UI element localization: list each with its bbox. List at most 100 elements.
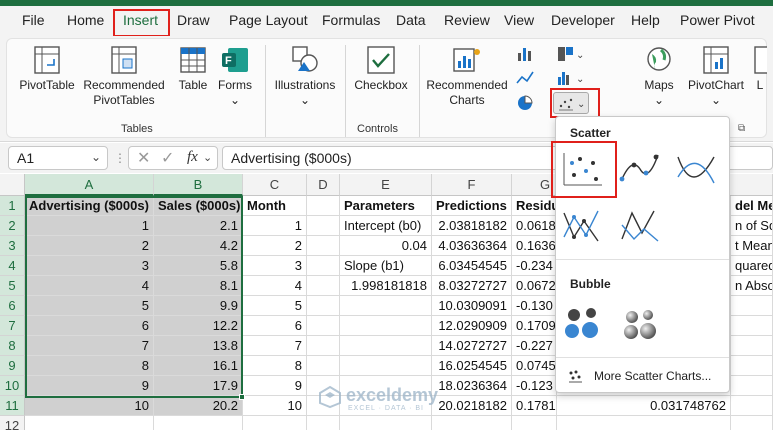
tab-page-layout[interactable]: Page Layout — [229, 12, 308, 28]
cell-g7[interactable]: 0.1709 — [512, 316, 557, 336]
tab-file[interactable]: File — [22, 12, 45, 28]
row-header-8[interactable]: 8 — [0, 336, 25, 356]
cell-c5[interactable]: 4 — [243, 276, 307, 296]
cell-d3[interactable] — [307, 236, 340, 256]
cell-d9[interactable] — [307, 356, 340, 376]
illustrations-button[interactable]: Illustrations ⌄ — [269, 45, 341, 108]
cell-e12[interactable] — [340, 416, 432, 430]
cell-c1[interactable]: Month — [243, 196, 307, 216]
recommended-pivottables-button[interactable]: Recommended PivotTables — [79, 45, 169, 108]
cell-g1[interactable]: Residu — [512, 196, 557, 216]
line-chart-icon[interactable] — [515, 69, 537, 87]
tab-developer[interactable]: Developer — [551, 12, 615, 28]
cell-b5[interactable]: 8.1 — [154, 276, 243, 296]
name-box[interactable]: A1 ⌄ — [8, 146, 108, 170]
checkbox-button[interactable]: Checkbox — [349, 45, 413, 93]
cell-g5[interactable]: 0.0672 — [512, 276, 557, 296]
fx-chevron-icon[interactable]: ⌄ — [203, 152, 213, 164]
cell-f7[interactable]: 12.0290909 — [432, 316, 512, 336]
maps-button[interactable]: Maps ⌄ — [639, 45, 679, 108]
cell-b7[interactable]: 12.2 — [154, 316, 243, 336]
cell-e6[interactable] — [340, 296, 432, 316]
cell-g2[interactable]: 0.0618 — [512, 216, 557, 236]
cell-a7[interactable]: 6 — [25, 316, 154, 336]
cancel-icon[interactable]: ✕ — [137, 150, 151, 167]
bubble-3d-option[interactable] — [618, 303, 662, 343]
cell-b10[interactable]: 17.9 — [154, 376, 243, 396]
cell-a12[interactable] — [25, 416, 154, 430]
tab-power-pivot[interactable]: Power Pivot — [680, 12, 755, 28]
cell-a9[interactable]: 8 — [25, 356, 154, 376]
cell-f12[interactable] — [432, 416, 512, 430]
cell-d6[interactable] — [307, 296, 340, 316]
forms-button[interactable]: F Forms ⌄ — [215, 45, 255, 108]
next-ribbon-button[interactable]: L — [753, 45, 767, 93]
tab-review[interactable]: Review — [444, 12, 490, 28]
scatter-straight-lines-option[interactable] — [618, 205, 662, 245]
cell-i8[interactable] — [731, 336, 773, 356]
cell-g11[interactable]: 0.1781818 — [512, 396, 557, 416]
cell-e5[interactable]: 1.998181818 — [340, 276, 432, 296]
cell-h11[interactable]: 0.031748762 — [557, 396, 731, 416]
column-chart-icon[interactable] — [515, 45, 537, 63]
cell-c12[interactable] — [243, 416, 307, 430]
cell-g6[interactable]: -0.130 — [512, 296, 557, 316]
cell-c2[interactable]: 1 — [243, 216, 307, 236]
row-header-9[interactable]: 9 — [0, 356, 25, 376]
column-header-e[interactable]: E — [340, 174, 432, 196]
row-header-3[interactable]: 3 — [0, 236, 25, 256]
enter-icon[interactable]: ✓ — [161, 150, 175, 167]
dialog-launcher-icon[interactable]: ⧉ — [738, 123, 746, 134]
tab-formulas[interactable]: Formulas — [322, 12, 381, 28]
cell-e3[interactable]: 0.04 — [340, 236, 432, 256]
cell-g9[interactable]: 0.0745 — [512, 356, 557, 376]
cell-f2[interactable]: 2.03818182 — [432, 216, 512, 236]
row-header-11[interactable]: 11 — [0, 396, 25, 416]
cell-f10[interactable]: 18.0236364 — [432, 376, 512, 396]
cell-d4[interactable] — [307, 256, 340, 276]
cell-i7[interactable] — [731, 316, 773, 336]
cell-e8[interactable] — [340, 336, 432, 356]
cell-f5[interactable]: 8.03272727 — [432, 276, 512, 296]
cell-b11[interactable]: 20.2 — [154, 396, 243, 416]
cell-i3[interactable]: t Mean — [731, 236, 773, 256]
cell-d7[interactable] — [307, 316, 340, 336]
cell-c4[interactable]: 3 — [243, 256, 307, 276]
cell-i10[interactable] — [731, 376, 773, 396]
column-header-c[interactable]: C — [243, 174, 307, 196]
cell-i12[interactable] — [731, 416, 773, 430]
recommended-charts-button[interactable]: Recommended Charts — [423, 45, 511, 108]
cell-g8[interactable]: -0.227 — [512, 336, 557, 356]
pivotchart-button[interactable]: PivotChart ⌄ — [683, 45, 749, 108]
cell-c9[interactable]: 8 — [243, 356, 307, 376]
cell-i1[interactable]: del Met — [731, 196, 773, 216]
tab-data[interactable]: Data — [396, 12, 426, 28]
cell-f9[interactable]: 16.0254545 — [432, 356, 512, 376]
cell-e9[interactable] — [340, 356, 432, 376]
cell-f1[interactable]: Predictions — [432, 196, 512, 216]
statistic-chart-icon[interactable]: ⌄ — [555, 69, 585, 87]
row-header-2[interactable]: 2 — [0, 216, 25, 236]
cell-g4[interactable]: -0.234 — [512, 256, 557, 276]
cell-c11[interactable]: 10 — [243, 396, 307, 416]
cell-f6[interactable]: 10.0309091 — [432, 296, 512, 316]
scatter-smooth-markers-option[interactable] — [618, 149, 662, 189]
pie-chart-icon[interactable] — [515, 94, 537, 112]
cell-h10[interactable] — [557, 376, 731, 396]
cell-b12[interactable] — [154, 416, 243, 430]
cell-a11[interactable]: 10 — [25, 396, 154, 416]
cell-e2[interactable]: Intercept (b0) — [340, 216, 432, 236]
cell-h12[interactable] — [557, 416, 731, 430]
pivottable-button[interactable]: PivotTable — [19, 45, 75, 93]
cell-i6[interactable] — [731, 296, 773, 316]
cell-i11[interactable] — [731, 396, 773, 416]
cell-b8[interactable]: 13.8 — [154, 336, 243, 356]
tab-draw[interactable]: Draw — [177, 12, 210, 28]
cell-a8[interactable]: 7 — [25, 336, 154, 356]
scatter-chart-button[interactable]: ⌄ — [553, 92, 589, 114]
column-header-f[interactable]: F — [432, 174, 512, 196]
cell-f11[interactable]: 20.0218182 — [432, 396, 512, 416]
column-header-b[interactable]: B — [154, 174, 243, 196]
cell-b3[interactable]: 4.2 — [154, 236, 243, 256]
row-header-1[interactable]: 1 — [0, 196, 25, 216]
